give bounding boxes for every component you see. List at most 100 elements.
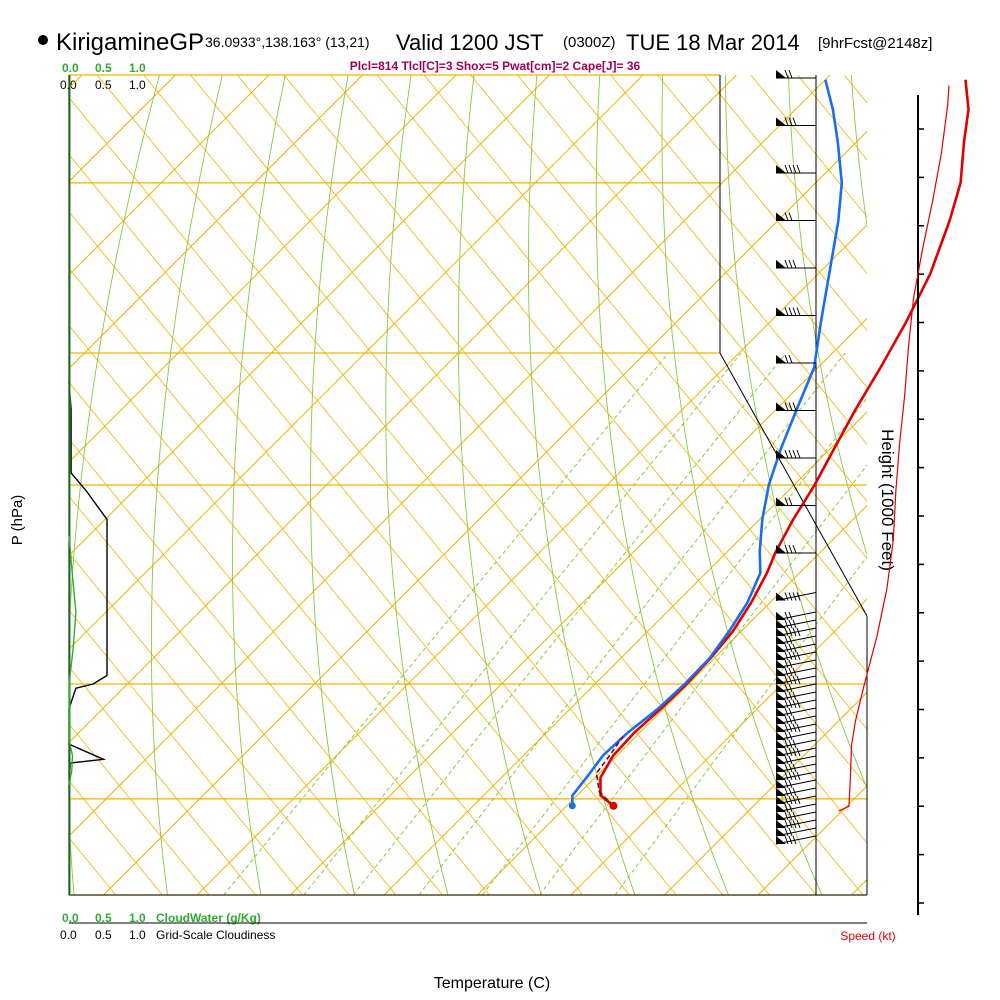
cloudiness-label: Grid-Scale Cloudiness xyxy=(156,928,275,942)
station-bullet-icon xyxy=(38,35,48,45)
dry-adiabats xyxy=(69,75,1000,895)
wind-barb-feather xyxy=(784,611,789,621)
wind-barb-feather xyxy=(788,307,793,316)
top-cw-tick-2: 1.0 xyxy=(129,61,146,75)
wind-barb-feather xyxy=(788,611,793,621)
wind-barb-flag xyxy=(776,804,786,812)
wind-barb-feather xyxy=(796,819,801,829)
wind-barb-feather xyxy=(784,259,789,269)
bottom-cw-tick-2: 1.0 xyxy=(129,911,146,925)
forecast-info: [9hrFcst@2148z] xyxy=(818,35,932,52)
wind-barb-feather xyxy=(784,354,789,364)
wind-barb-feather xyxy=(788,755,793,765)
wind-barb-feather xyxy=(792,819,797,829)
wind-barb xyxy=(775,675,817,685)
wind-barb-feather xyxy=(792,699,797,709)
wind-barb-flag xyxy=(776,450,786,458)
wind-barb-feather xyxy=(788,787,793,797)
isotherm-line xyxy=(851,878,867,895)
dry-adiabat xyxy=(788,75,867,557)
cloudiness-profile-line xyxy=(68,381,108,785)
wind-barb-flag xyxy=(776,497,786,506)
wind-barb xyxy=(775,795,817,805)
wind-barb-feather xyxy=(788,117,793,126)
wind-barb-feather xyxy=(796,449,801,459)
wind-barb-feather xyxy=(796,723,801,733)
wind-barb-flag xyxy=(776,764,786,772)
wind-barb-feather xyxy=(788,619,793,629)
wind-barb-feather xyxy=(784,402,789,411)
wind-barb-feather xyxy=(792,164,797,174)
wind-barb-feather xyxy=(784,117,789,126)
mixing-ratio-line xyxy=(352,352,787,895)
wind-barb-flag xyxy=(776,836,786,844)
dry-adiabat xyxy=(725,75,867,790)
wind-barb-flag xyxy=(776,402,786,411)
wind-barb-feather xyxy=(792,651,797,661)
wind-barb-flag xyxy=(776,668,786,676)
top-cloudwater-scale: 0.0 0.5 1.0 xyxy=(62,61,146,75)
dry-adiabat xyxy=(977,75,1000,895)
wind-barb xyxy=(776,497,816,506)
wind-barb-feather xyxy=(788,835,793,845)
wind-barb xyxy=(775,739,817,749)
isotherm-line xyxy=(477,504,867,895)
cross-grid-line xyxy=(69,723,210,895)
wind-barb-feather xyxy=(788,811,793,821)
surface-dewpoint-marker xyxy=(568,802,576,810)
cross-grid-line xyxy=(0,75,22,895)
cross-grid-line xyxy=(984,75,1000,895)
temperature-line xyxy=(599,79,970,807)
wind-barb-feather xyxy=(788,659,793,669)
dry-adiabat xyxy=(661,75,823,895)
wind-barb xyxy=(775,835,817,845)
wind-barb-feather xyxy=(788,715,793,725)
cross-grid-line xyxy=(69,495,397,895)
wind-barb-feather xyxy=(784,763,789,773)
wind-barb-feather xyxy=(784,819,789,829)
isotherm-line xyxy=(570,598,867,895)
wind-barb-feather xyxy=(788,635,793,645)
wind-barb-feather xyxy=(796,592,801,601)
wind-barb-feather xyxy=(788,723,793,733)
wind-barb-feather xyxy=(784,212,789,221)
wind-barb-feather xyxy=(784,683,789,693)
wind-barb-flag xyxy=(776,692,786,700)
wind-barb-flag xyxy=(776,592,786,601)
wind-barb-feather xyxy=(788,592,793,601)
wind-barb-feather xyxy=(784,835,789,845)
wind-barb xyxy=(775,619,817,629)
wind-barb xyxy=(775,635,817,645)
wind-barb-feather xyxy=(784,691,789,701)
wind-barb-feather xyxy=(784,739,789,749)
wind-barb-flag xyxy=(776,788,786,796)
wind-barb-feather xyxy=(788,779,793,789)
wind-barb-flag xyxy=(776,796,786,804)
wind-barb xyxy=(775,627,817,637)
wind-barb-feather xyxy=(796,795,801,805)
wind-barb-feather xyxy=(792,675,797,685)
wind-barb-flag xyxy=(776,820,786,828)
wind-barb xyxy=(775,779,817,789)
dry-adiabat xyxy=(457,75,542,895)
wind-barb-feather xyxy=(784,635,789,645)
station-name: KirigamineGP xyxy=(56,29,204,56)
bottom-cl-tick-0: 0.0 xyxy=(60,928,77,942)
wind-barb-feather xyxy=(792,787,797,797)
wind-barb xyxy=(776,307,816,316)
wind-barb-flag xyxy=(776,772,786,780)
wind-barb-feather xyxy=(788,544,793,554)
wind-barb-feather xyxy=(788,795,793,805)
wind-barb-feather xyxy=(784,651,789,661)
wind-barb xyxy=(775,763,817,773)
wind-barb xyxy=(775,651,817,661)
wind-barb xyxy=(775,755,817,765)
dry-adiabat xyxy=(310,75,355,895)
wind-barb xyxy=(775,659,817,669)
bottom-cl-tick-2: 1.0 xyxy=(129,928,146,942)
wind-barb xyxy=(775,747,817,757)
wind-barb-flag xyxy=(776,644,786,652)
wind-barb-feather xyxy=(788,707,793,717)
